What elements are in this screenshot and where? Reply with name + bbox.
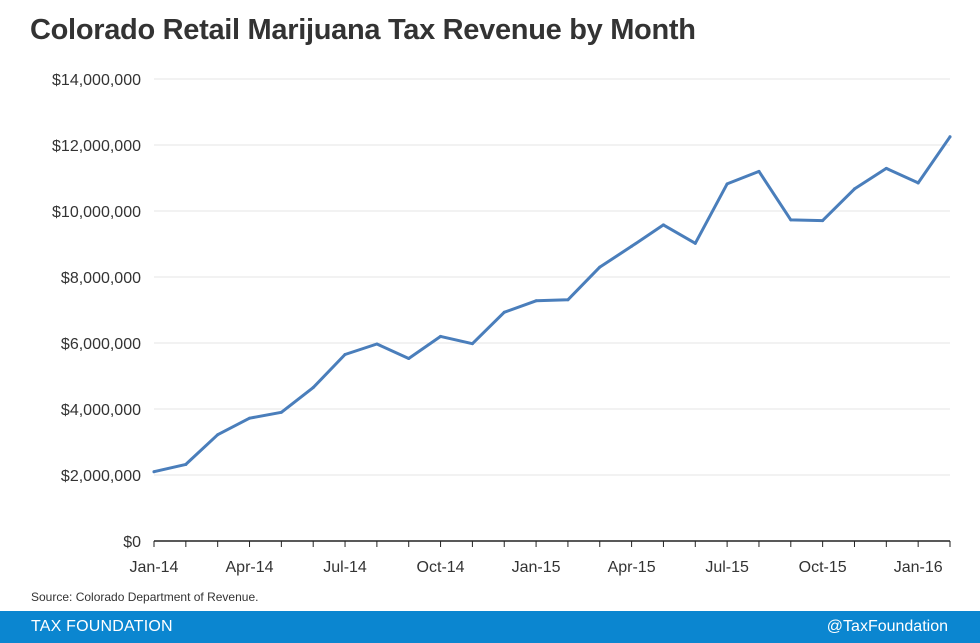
x-tick-label: Apr-14	[226, 559, 274, 576]
y-axis-tick-labels: $0 $2,000,000 $4,000,000 $6,000,000 $8,000,0…	[52, 72, 141, 551]
x-tick-label: Apr-15	[608, 559, 656, 576]
x-tick-label: Oct-14	[417, 559, 465, 576]
x-tick-label: Jul-14	[323, 559, 367, 576]
y-tick-label: $12,000,000	[52, 138, 141, 155]
data-point	[884, 166, 888, 170]
data-point	[852, 187, 856, 191]
data-point	[725, 182, 729, 186]
data-point	[916, 181, 920, 185]
data-point	[789, 218, 793, 222]
data-point	[343, 353, 347, 357]
data-point	[757, 169, 761, 173]
series-line	[152, 135, 952, 474]
data-point	[439, 334, 443, 338]
x-tick-label: Jan-15	[512, 559, 561, 576]
chart-title: Colorado Retail Marijuana Tax Revenue by…	[30, 14, 696, 46]
data-point	[948, 135, 952, 139]
x-axis: Jan-14 Apr-14 Jul-14 Oct-14 Jan-15 Apr-15 Jul-…	[130, 540, 951, 576]
x-tick-label: Jul-15	[705, 559, 749, 576]
data-point	[152, 470, 156, 474]
y-tick-label: $8,000,000	[61, 270, 141, 287]
data-point	[470, 342, 474, 346]
footer-brand: TAX FOUNDATION	[31, 618, 173, 635]
y-tick-label: $2,000,000	[61, 468, 141, 485]
data-point	[534, 299, 538, 303]
data-point	[566, 298, 570, 302]
data-point	[821, 219, 825, 223]
y-tick-label: $10,000,000	[52, 204, 141, 221]
y-tick-label: $14,000,000	[52, 72, 141, 89]
data-point	[184, 462, 188, 466]
data-point	[311, 386, 315, 390]
series-layer	[152, 135, 952, 474]
data-point	[661, 223, 665, 227]
data-point	[248, 416, 252, 420]
source-note: Source: Colorado Department of Revenue.	[31, 590, 259, 604]
y-tick-label: $4,000,000	[61, 402, 141, 419]
footer-bar: TAX FOUNDATION @TaxFoundation	[0, 611, 980, 643]
x-tick-label: Jan-16	[894, 559, 943, 576]
data-point	[279, 410, 283, 414]
data-point	[598, 265, 602, 269]
x-tick-label: Jan-14	[130, 559, 179, 576]
data-point	[630, 244, 634, 248]
gridlines	[154, 78, 950, 476]
x-tick-label: Oct-15	[799, 559, 847, 576]
data-point	[375, 342, 379, 346]
data-point	[216, 433, 220, 437]
footer-handle: @TaxFoundation	[826, 618, 948, 635]
data-point	[502, 310, 506, 314]
data-point	[693, 241, 697, 245]
y-tick-label: $6,000,000	[61, 336, 141, 353]
y-tick-label: $0	[123, 534, 141, 551]
data-point	[407, 357, 411, 361]
